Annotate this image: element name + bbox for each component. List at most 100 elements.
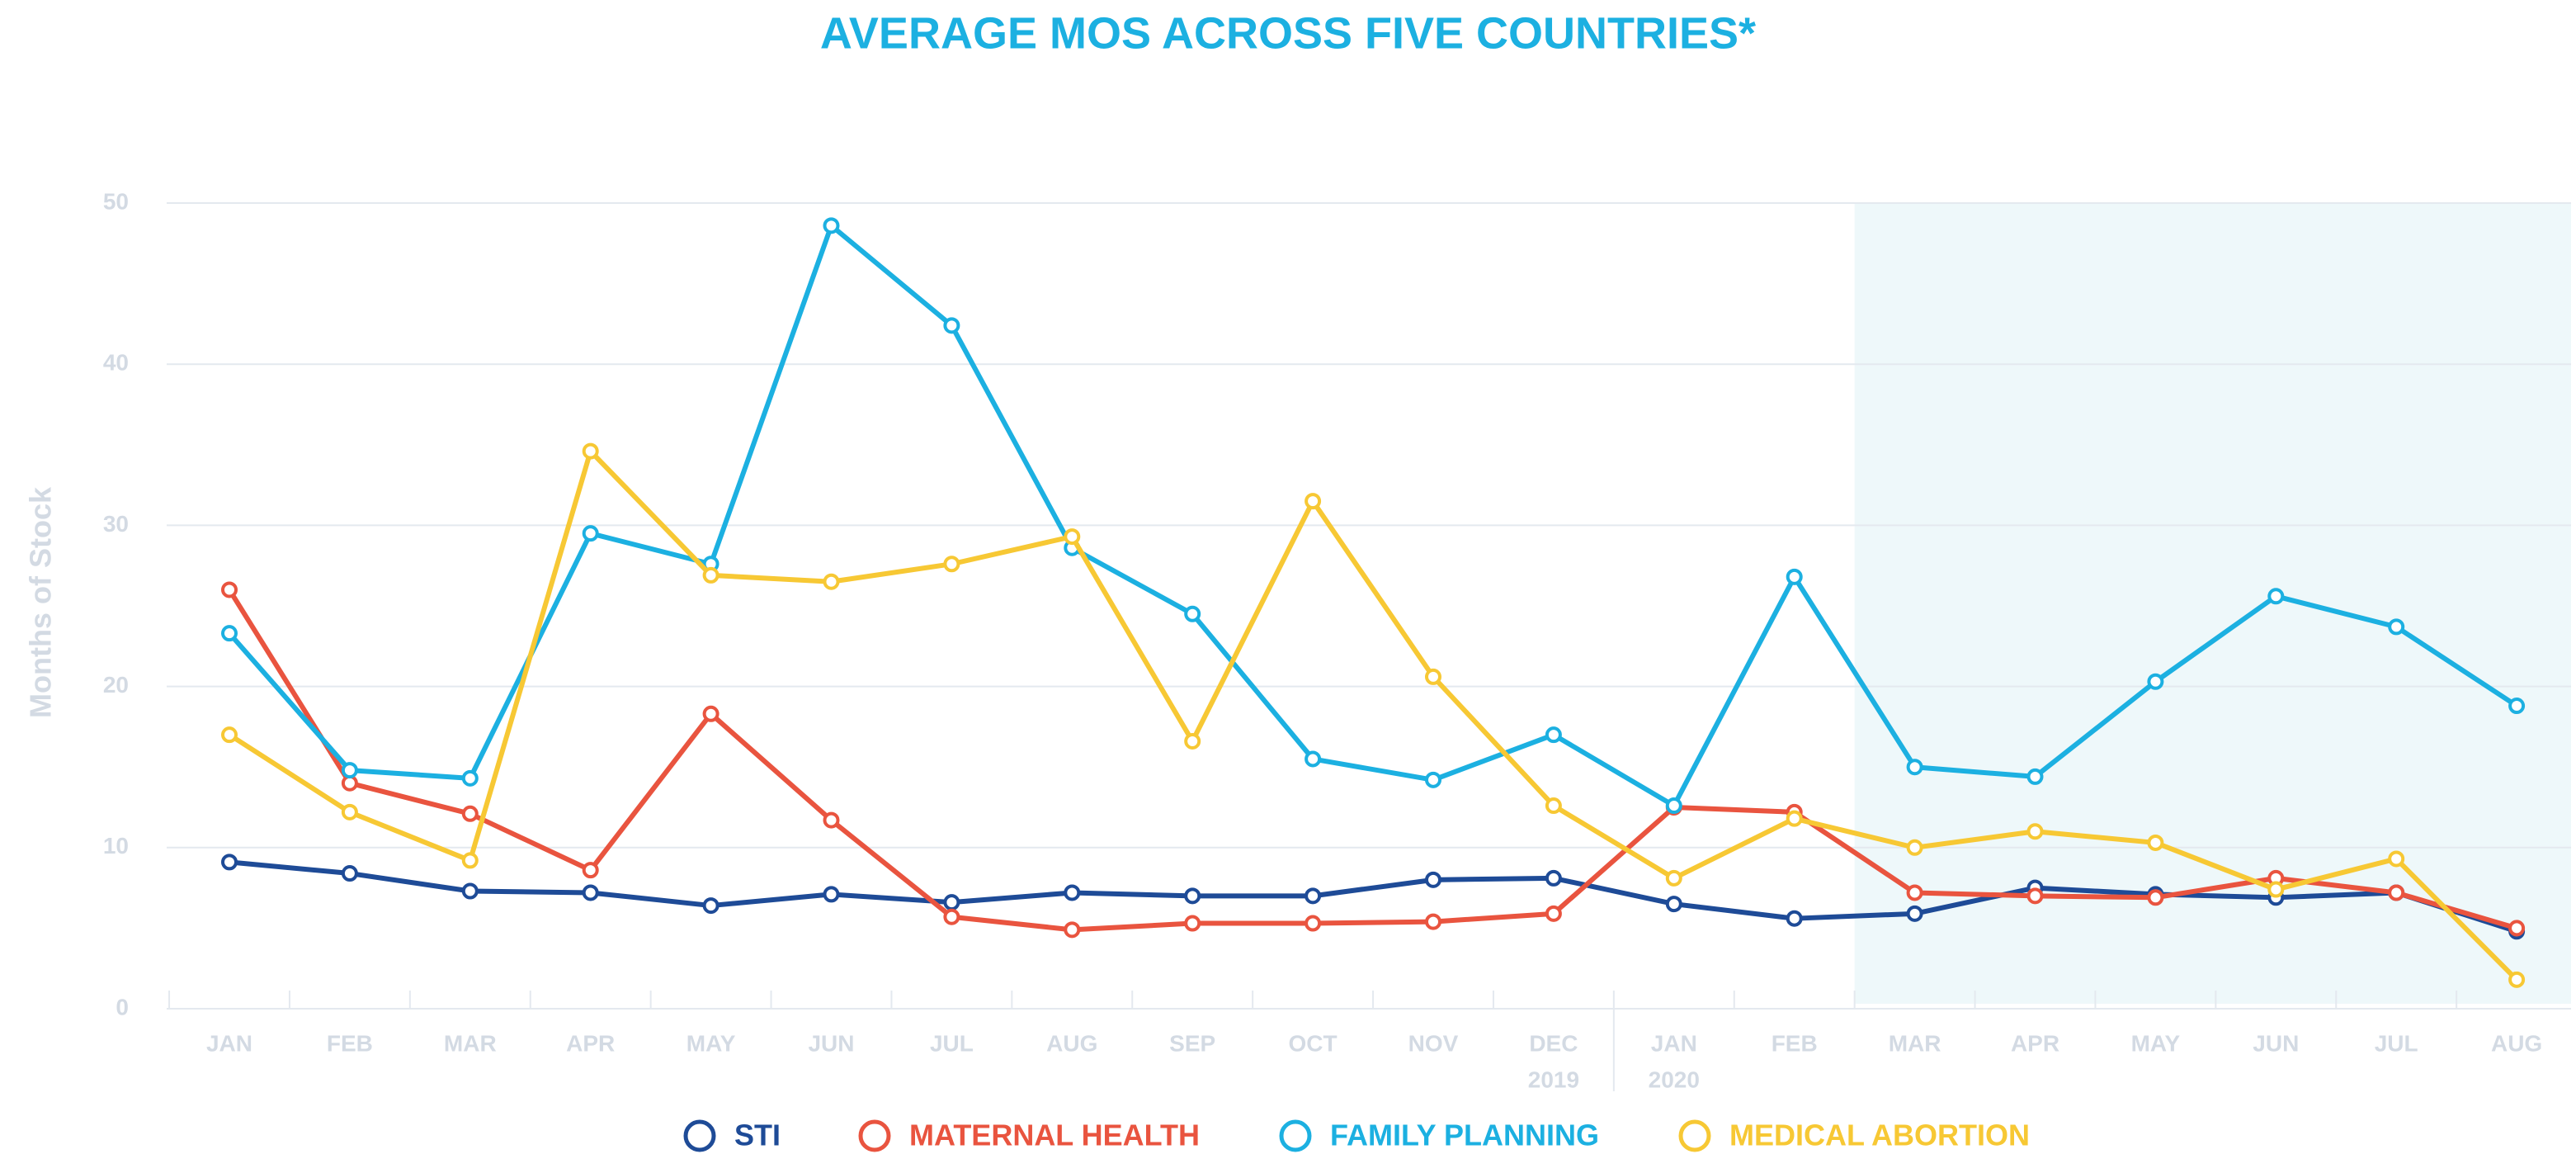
legend-marker xyxy=(858,1119,891,1152)
x-tick-label: MAR xyxy=(1889,1030,1941,1056)
point-marker xyxy=(2147,889,2164,906)
point-marker xyxy=(1545,869,1562,887)
series-line xyxy=(228,448,2519,981)
point-marker xyxy=(2267,588,2285,605)
point-marker xyxy=(823,811,840,829)
point-marker xyxy=(221,726,238,744)
point-marker xyxy=(943,317,960,334)
point-marker xyxy=(1184,732,1201,750)
point-marker xyxy=(1665,896,1682,913)
y-tick-label: 10 xyxy=(103,833,129,858)
x-tick-label: SEP xyxy=(1169,1030,1215,1056)
point-marker xyxy=(2388,850,2405,868)
point-marker xyxy=(1906,759,1923,776)
point-marker xyxy=(1305,887,1322,905)
x-tick-label: APR xyxy=(566,1030,615,1056)
point-marker xyxy=(2508,971,2526,988)
y-tick-label: 30 xyxy=(103,511,129,537)
legend-label: MATERNAL HEALTH xyxy=(909,1119,1200,1152)
point-marker xyxy=(1305,915,1322,932)
point-marker xyxy=(582,884,599,901)
x-tick-label: NOV xyxy=(1408,1030,1459,1056)
x-sublabel: 2020 xyxy=(1649,1067,1700,1092)
point-marker xyxy=(702,566,719,584)
point-marker xyxy=(341,774,358,792)
legend-marker xyxy=(1678,1119,1711,1152)
point-marker xyxy=(1665,869,1682,887)
point-marker xyxy=(2026,887,2044,905)
point-marker xyxy=(582,442,599,460)
point-marker xyxy=(2508,920,2526,937)
legend-label: STI xyxy=(734,1119,781,1152)
point-marker xyxy=(2147,673,2164,690)
x-tick-label: FEB xyxy=(327,1030,373,1056)
x-sublabel: 2019 xyxy=(1528,1067,1579,1092)
point-marker xyxy=(1184,605,1201,622)
point-marker xyxy=(341,803,358,821)
point-marker xyxy=(1425,771,1441,788)
point-marker xyxy=(221,625,238,642)
point-marker xyxy=(1425,871,1441,888)
point-marker xyxy=(1064,528,1081,546)
point-marker xyxy=(221,581,238,598)
point-marker xyxy=(341,865,358,882)
legend-label: FAMILY PLANNING xyxy=(1330,1119,1599,1152)
x-tick-label: AUG xyxy=(1046,1030,1097,1056)
legend-marker xyxy=(1279,1119,1312,1152)
point-marker xyxy=(1425,913,1441,930)
chart-title: AVERAGE MOS ACROSS FIVE COUNTRIES* xyxy=(820,8,1756,58)
x-tick-label: JUN xyxy=(2253,1030,2299,1056)
point-marker xyxy=(1305,493,1322,510)
point-marker xyxy=(1545,797,1562,815)
point-marker xyxy=(1425,668,1441,685)
point-marker xyxy=(1786,810,1803,827)
point-marker xyxy=(2026,768,2044,785)
point-marker xyxy=(1305,750,1322,768)
point-marker xyxy=(461,882,479,900)
point-marker xyxy=(823,217,840,234)
x-tick-label: MAR xyxy=(444,1030,497,1056)
point-marker xyxy=(1906,884,1923,901)
series-line xyxy=(229,859,2518,934)
point-marker xyxy=(2147,834,2164,851)
point-marker xyxy=(2388,618,2405,636)
x-tick-label: OCT xyxy=(1289,1030,1338,1056)
point-marker xyxy=(823,573,840,590)
point-marker xyxy=(2388,884,2405,901)
point-marker xyxy=(1545,726,1562,744)
legend-marker xyxy=(683,1119,716,1152)
point-marker xyxy=(2267,881,2285,898)
point-marker xyxy=(461,769,479,787)
point-marker xyxy=(1665,797,1682,815)
y-tick-label: 50 xyxy=(103,188,129,214)
x-tick-label: AUG xyxy=(2491,1030,2542,1056)
point-marker xyxy=(1064,884,1081,901)
x-tick-label: JUL xyxy=(2375,1030,2418,1056)
y-axis-label: Months of Stock xyxy=(24,486,58,718)
point-marker xyxy=(2508,698,2526,715)
point-marker xyxy=(461,852,479,869)
legend-label: MEDICAL ABORTION xyxy=(1729,1119,2030,1152)
point-marker xyxy=(221,854,238,871)
x-tick-label: DEC xyxy=(1529,1030,1578,1056)
point-marker xyxy=(1906,905,1923,922)
point-marker xyxy=(943,894,960,911)
shaded-region xyxy=(1854,203,2571,1004)
point-marker xyxy=(341,762,358,779)
x-tick-label: JAN xyxy=(1651,1030,1697,1056)
point-marker xyxy=(1064,921,1081,939)
x-tick-label: JUN xyxy=(808,1030,854,1056)
point-marker xyxy=(702,705,719,722)
point-marker xyxy=(1184,887,1201,905)
point-marker xyxy=(2026,823,2044,840)
point-marker xyxy=(1906,839,1923,856)
point-marker xyxy=(1786,910,1803,927)
point-marker xyxy=(582,862,599,879)
x-tick-label: JUL xyxy=(930,1030,974,1056)
x-tick-label: JAN xyxy=(206,1030,252,1056)
point-marker xyxy=(1545,905,1562,922)
point-marker xyxy=(1184,915,1201,932)
x-tick-label: APR xyxy=(2011,1030,2059,1056)
x-tick-label: FEB xyxy=(1772,1030,1818,1056)
